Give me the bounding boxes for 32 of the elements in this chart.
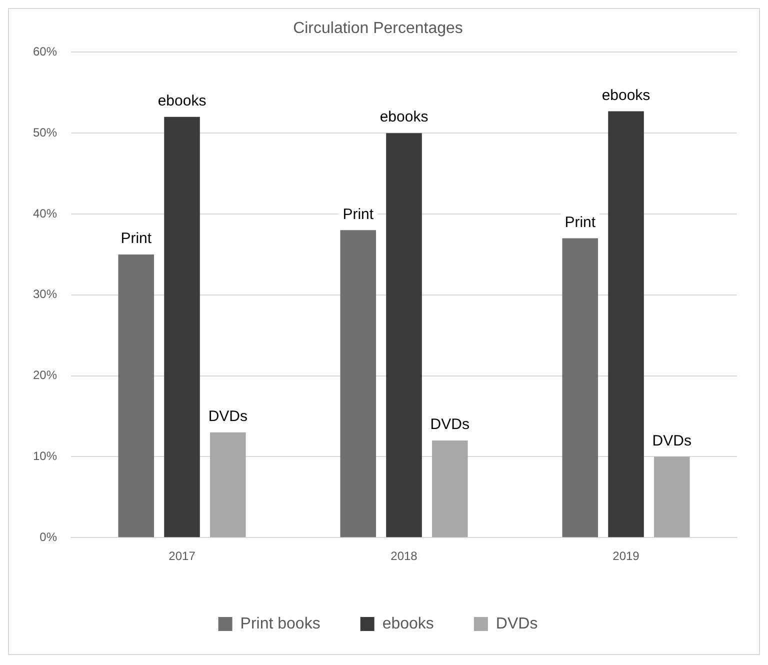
bar [654, 456, 690, 538]
bar [210, 432, 246, 538]
legend-label: DVDs [496, 615, 538, 632]
bar [118, 254, 154, 538]
x-tick-label: 2017 [168, 549, 196, 564]
chart-title: Circulation Percentages [293, 20, 463, 38]
y-tick-label: 10% [32, 449, 58, 464]
annotation: Print [342, 206, 374, 223]
bar [164, 116, 200, 538]
annotation: DVDs [652, 432, 692, 450]
y-tick-label: 30% [32, 287, 58, 302]
annotation: DVDs [208, 408, 248, 426]
bar [386, 133, 422, 538]
y-tick-label: 20% [32, 368, 58, 382]
annotation: Print [120, 230, 152, 248]
legend-label: Print books [240, 615, 320, 632]
annotation: ebooks [158, 92, 206, 110]
y-tick-label: 60% [32, 44, 58, 59]
x-tick-label: 2018 [390, 549, 418, 564]
x-tick-label: 2019 [612, 549, 640, 564]
legend-label: ebooks [382, 615, 434, 632]
bar [432, 440, 468, 538]
y-tick-label: 40% [32, 206, 58, 220]
annotation: DVDs [430, 416, 470, 434]
annotation: ebooks [602, 86, 650, 104]
annotation: Print [564, 214, 596, 231]
bar [340, 230, 376, 538]
y-tick-label: 50% [32, 125, 58, 140]
bar [562, 238, 598, 538]
bar [608, 111, 644, 538]
y-tick-label: 0% [40, 530, 58, 544]
annotation: ebooks [380, 108, 428, 126]
